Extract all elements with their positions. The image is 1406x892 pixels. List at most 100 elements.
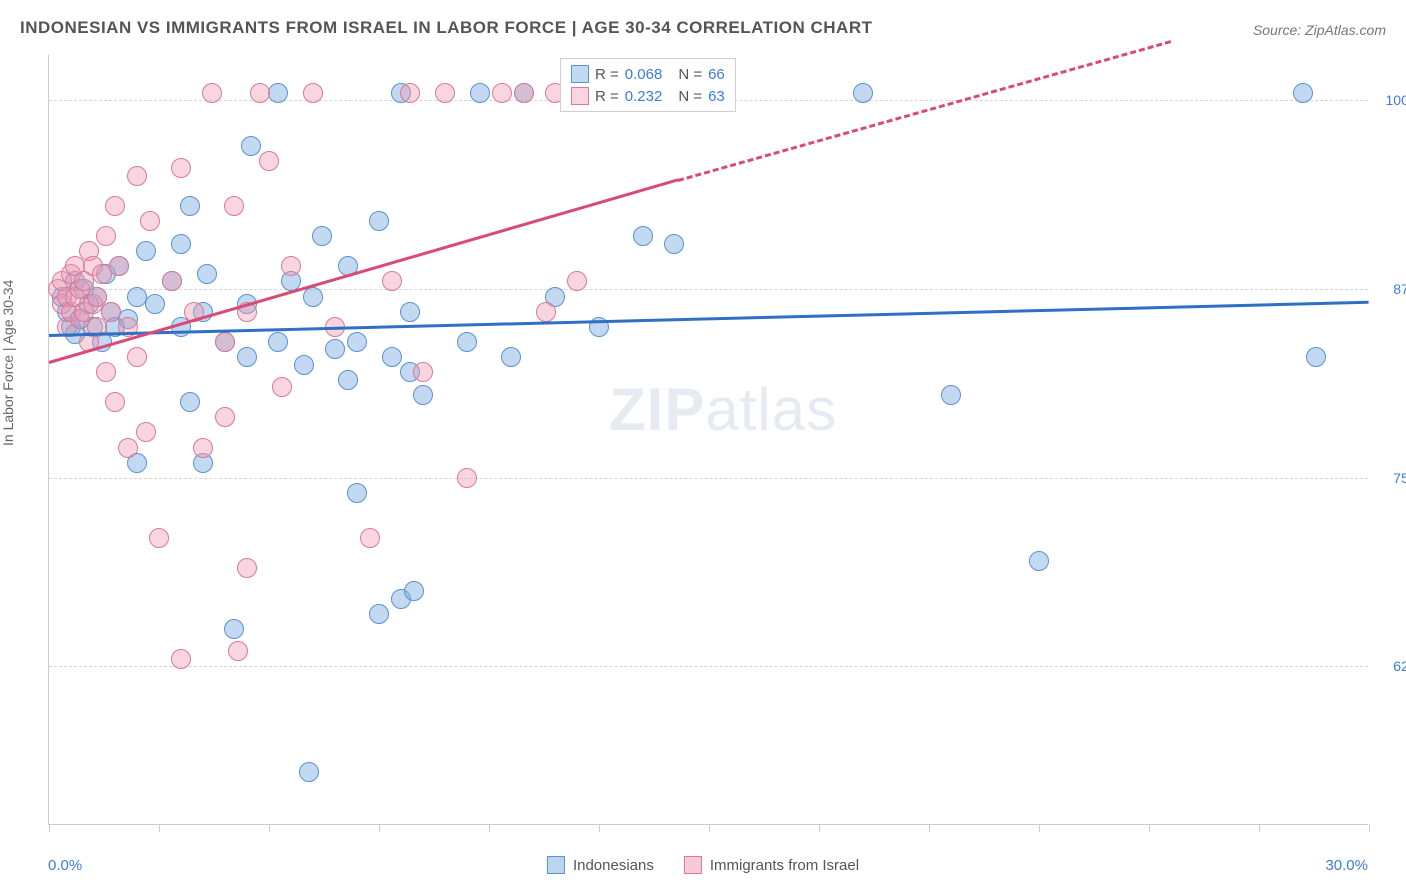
data-point	[369, 211, 389, 231]
data-point	[567, 271, 587, 291]
legend-n-label: N =	[678, 66, 702, 83]
data-point	[338, 370, 358, 390]
data-point	[268, 83, 288, 103]
x-tick	[49, 824, 50, 832]
data-point	[171, 234, 191, 254]
legend-n-value-0: 66	[708, 66, 725, 83]
data-point	[228, 641, 248, 661]
legend-n-value-1: 63	[708, 88, 725, 105]
watermark: ZIPatlas	[609, 375, 837, 444]
x-tick	[599, 824, 600, 832]
data-point	[299, 762, 319, 782]
data-point	[457, 468, 477, 488]
data-point	[96, 226, 116, 246]
x-tick	[709, 824, 710, 832]
data-point	[360, 528, 380, 548]
gridline-h	[49, 289, 1368, 290]
data-point	[171, 158, 191, 178]
data-point	[162, 271, 182, 291]
data-point	[941, 385, 961, 405]
legend-n-label: N =	[678, 88, 702, 105]
data-point	[369, 604, 389, 624]
data-point	[96, 362, 116, 382]
data-point	[664, 234, 684, 254]
data-point	[312, 226, 332, 246]
data-point	[492, 83, 512, 103]
data-point	[303, 83, 323, 103]
data-point	[180, 196, 200, 216]
source-label: Source: ZipAtlas.com	[1253, 22, 1386, 38]
data-point	[413, 385, 433, 405]
data-point	[127, 347, 147, 367]
legend-r-label: R =	[595, 88, 619, 105]
data-point	[404, 581, 424, 601]
data-point	[347, 483, 367, 503]
legend-bottom-label-0: Indonesians	[573, 857, 654, 874]
legend-swatch-1	[571, 87, 589, 105]
data-point	[281, 256, 301, 276]
data-point	[215, 332, 235, 352]
x-tick	[159, 824, 160, 832]
legend-item-0: Indonesians	[547, 856, 654, 874]
watermark-zip: ZIP	[609, 376, 705, 443]
legend-bottom-swatch-1	[684, 856, 702, 874]
data-point	[1029, 551, 1049, 571]
x-tick	[819, 824, 820, 832]
data-point	[224, 619, 244, 639]
legend-r-value-0: 0.068	[625, 66, 663, 83]
data-point	[140, 211, 160, 231]
x-tick	[1039, 824, 1040, 832]
data-point	[303, 287, 323, 307]
data-point	[224, 196, 244, 216]
x-tick	[1369, 824, 1370, 832]
data-point	[457, 332, 477, 352]
legend-stats-row-0: R = 0.068 N = 66	[571, 63, 725, 85]
watermark-atlas: atlas	[705, 376, 837, 443]
data-point	[382, 347, 402, 367]
data-point	[400, 302, 420, 322]
data-point	[197, 264, 217, 284]
data-point	[105, 392, 125, 412]
data-point	[294, 355, 314, 375]
data-point	[853, 83, 873, 103]
data-point	[109, 256, 129, 276]
data-point	[149, 528, 169, 548]
data-point	[215, 407, 235, 427]
data-point	[413, 362, 433, 382]
y-tick-label: 87.5%	[1393, 281, 1406, 297]
x-axis-max-label: 30.0%	[1325, 857, 1368, 874]
data-point	[347, 332, 367, 352]
x-tick	[489, 824, 490, 832]
data-point	[101, 302, 121, 322]
data-point	[633, 226, 653, 246]
legend-item-1: Immigrants from Israel	[684, 856, 859, 874]
legend-stats-row-1: R = 0.232 N = 63	[571, 85, 725, 107]
legend-bottom: Indonesians Immigrants from Israel	[547, 856, 859, 874]
gridline-h	[49, 666, 1368, 667]
x-tick	[269, 824, 270, 832]
data-point	[435, 83, 455, 103]
data-point	[536, 302, 556, 322]
data-point	[180, 392, 200, 412]
y-tick-label: 75.0%	[1393, 470, 1406, 486]
data-point	[145, 294, 165, 314]
data-point	[272, 377, 292, 397]
data-point	[1293, 83, 1313, 103]
data-point	[501, 347, 521, 367]
data-point	[325, 339, 345, 359]
chart-title: INDONESIAN VS IMMIGRANTS FROM ISRAEL IN …	[20, 18, 872, 38]
data-point	[400, 83, 420, 103]
data-point	[1306, 347, 1326, 367]
legend-swatch-0	[571, 65, 589, 83]
data-point	[171, 649, 191, 669]
data-point	[514, 83, 534, 103]
data-point	[241, 136, 261, 156]
plot-area: ZIPatlas 62.5%75.0%87.5%100.0%	[48, 55, 1368, 825]
data-point	[136, 241, 156, 261]
y-tick-label: 62.5%	[1393, 658, 1406, 674]
data-point	[250, 83, 270, 103]
data-point	[268, 332, 288, 352]
data-point	[259, 151, 279, 171]
data-point	[470, 83, 490, 103]
data-point	[136, 422, 156, 442]
